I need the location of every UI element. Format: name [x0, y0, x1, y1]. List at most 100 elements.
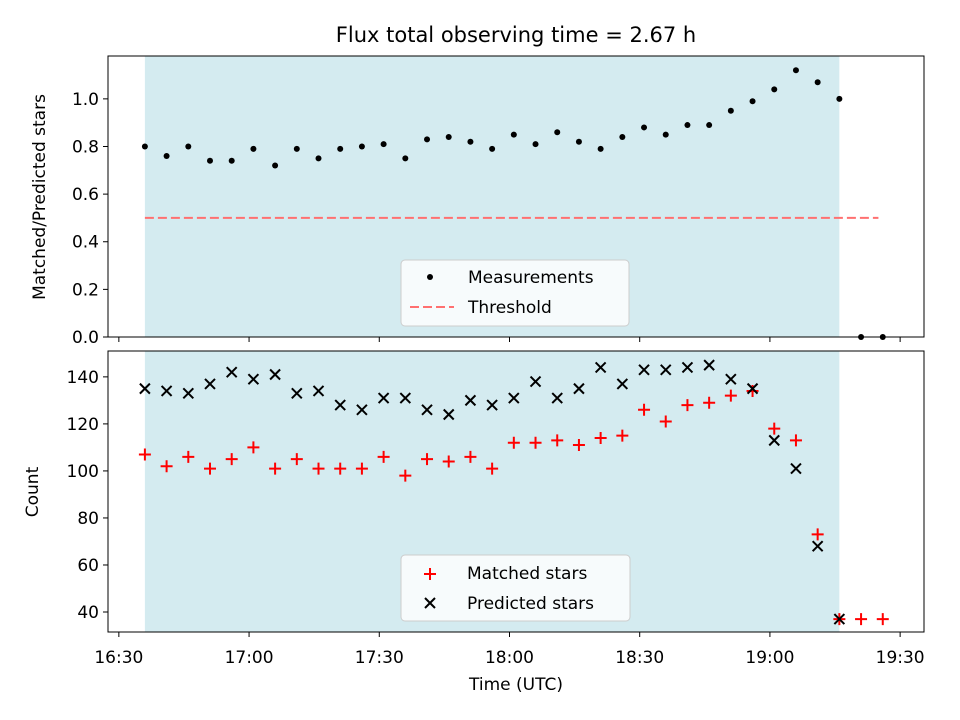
- measurement-point: [163, 153, 170, 160]
- legend-predicted-marker: [424, 597, 436, 609]
- matched-star-point: [247, 441, 260, 454]
- top-x-ticks: [118, 337, 901, 342]
- measurement-point: [554, 129, 561, 136]
- top-y-ticks: 0.0 0.2 0.4 0.6 0.8 1.0: [72, 90, 108, 348]
- matched-star-point: [659, 415, 672, 428]
- legend-measurements-marker: [427, 274, 433, 280]
- predicted-star-point: [746, 382, 759, 395]
- matched-star-point: [290, 453, 303, 466]
- x-tick-label: 18:00: [485, 648, 534, 668]
- predicted-star-point: [660, 364, 672, 376]
- measurement-point: [597, 145, 604, 152]
- predicted-star-point: [594, 361, 607, 374]
- predicted-star-point: [312, 385, 325, 397]
- matched-star-point: [681, 399, 694, 412]
- measurement-point: [424, 136, 431, 143]
- x-tick-label: 18:30: [615, 648, 664, 668]
- measurement-point: [814, 79, 821, 86]
- matched-star-point: [768, 422, 781, 435]
- matched-star-point: [746, 384, 759, 397]
- predicted-star-point: [811, 540, 824, 552]
- matched-star-point: [855, 613, 868, 626]
- matched-star-point: [486, 462, 499, 475]
- predicted-star-point: [269, 368, 281, 381]
- measurement-point: [250, 145, 257, 152]
- bottom-panel-frame: [107, 350, 925, 633]
- measurement-point: [749, 98, 756, 105]
- matched-star-point: [703, 396, 716, 409]
- matched-star-point: [811, 528, 824, 541]
- predicted-star-point: [725, 373, 737, 385]
- measurement-point: [207, 157, 213, 164]
- x-tick-label: 19:30: [876, 648, 925, 668]
- measurement-point: [293, 145, 300, 152]
- predicted-star-points: [139, 359, 846, 625]
- bottom-y-axis-label: Count: [23, 466, 43, 517]
- predicted-star-point: [139, 382, 151, 395]
- matched-star-point: [312, 462, 325, 475]
- predicted-star-point: [182, 387, 195, 400]
- measurement-point: [575, 138, 582, 145]
- matched-star-point: [138, 448, 151, 461]
- matched-star-point: [616, 429, 629, 442]
- x-tick-label: 17:00: [225, 648, 274, 668]
- y-tick-label: 80: [77, 509, 99, 529]
- matched-star-point: [399, 469, 412, 482]
- y-tick-label: 140: [67, 368, 99, 388]
- x-tick-label: 16:30: [94, 648, 143, 668]
- x-tick-label: 19:00: [745, 648, 794, 668]
- y-tick-label: 120: [67, 415, 99, 435]
- measurement-point: [532, 141, 539, 148]
- predicted-star-point: [638, 364, 650, 376]
- x-axis-label: Time (UTC): [468, 675, 563, 695]
- matched-star-point: [507, 436, 520, 449]
- bottom-x-ticks: 16:30 17:00 17:30 18:00 18:30 19:00 19:30: [94, 632, 925, 668]
- measurement-point: [489, 145, 496, 152]
- predicted-star-point: [334, 399, 346, 411]
- measurement-point: [619, 133, 626, 140]
- predicted-star-point: [703, 359, 715, 371]
- measurement-point: [315, 155, 322, 162]
- bottom-legend-box: [400, 554, 631, 622]
- predicted-star-point: [291, 387, 303, 400]
- predicted-star-point: [204, 378, 216, 390]
- top-legend: Measurements Threshold: [400, 259, 630, 327]
- y-tick-label: 100: [67, 462, 99, 482]
- predicted-star-point: [551, 392, 563, 404]
- measurement-point: [337, 145, 344, 152]
- top-legend-box: [400, 259, 630, 327]
- matched-star-point: [876, 613, 889, 626]
- predicted-star-point: [833, 613, 846, 625]
- predicted-star-point: [225, 366, 238, 378]
- measurement-point: [771, 86, 778, 93]
- matched-star-point: [724, 389, 737, 402]
- measurement-point: [380, 141, 387, 148]
- matched-star-points: [138, 384, 889, 626]
- measurement-point: [684, 122, 691, 129]
- x-tick-label: 17:30: [355, 648, 404, 668]
- bottom-y-ticks: 40 60 80 100 120 140: [67, 368, 108, 623]
- legend-threshold-label: Threshold: [467, 298, 552, 318]
- matched-star-point: [355, 462, 368, 475]
- matched-star-point: [464, 450, 477, 463]
- legend-matched-label: Matched stars: [467, 564, 587, 584]
- y-tick-label: 60: [77, 556, 99, 576]
- measurement-point: [272, 162, 279, 169]
- y-tick-label: 1.0: [72, 90, 99, 110]
- legend-predicted-label: Predicted stars: [467, 594, 594, 614]
- legend-matched-marker: [424, 568, 436, 580]
- matched-star-point: [551, 434, 564, 447]
- matched-star-point: [160, 460, 173, 473]
- matched-star-point: [594, 432, 607, 445]
- measurement-point: [727, 107, 734, 114]
- top-panel: 0.0 0.2 0.4 0.6 0.8 1.0 Matched/Predicted sta…: [30, 55, 925, 348]
- chart-title: Flux total observing time = 2.67 h: [336, 23, 696, 47]
- predicted-star-point: [573, 382, 585, 395]
- matched-star-point: [377, 450, 390, 463]
- matched-star-point: [269, 462, 282, 475]
- top-panel-frame: [107, 55, 925, 338]
- predicted-star-point: [421, 404, 433, 416]
- predicted-star-point: [377, 392, 390, 404]
- matched-star-point: [638, 403, 651, 416]
